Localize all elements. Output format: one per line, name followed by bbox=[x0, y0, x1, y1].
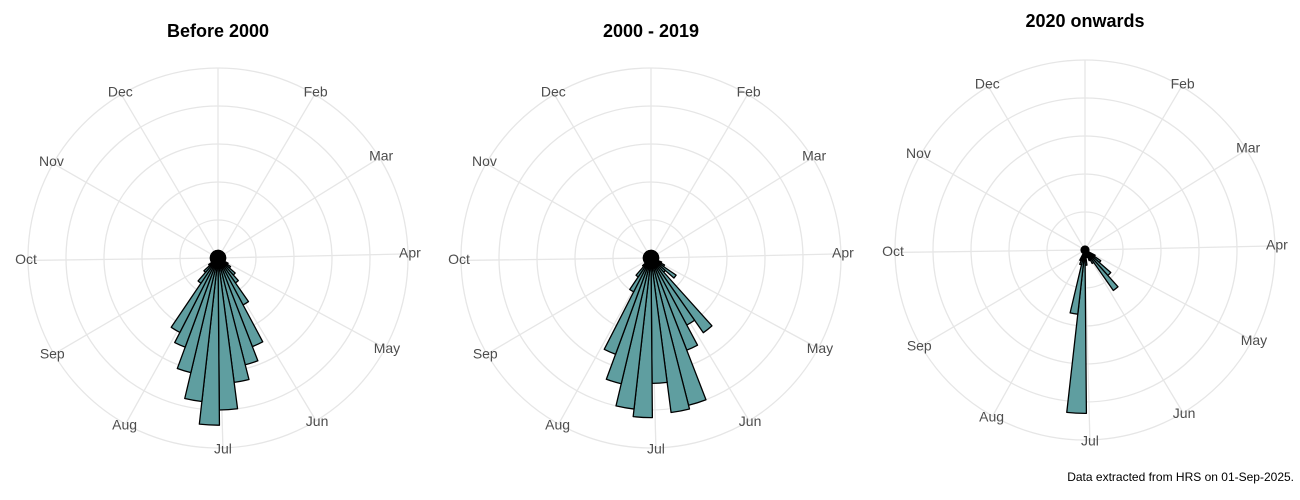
grid-spoke bbox=[217, 157, 380, 259]
x-tick-label: Aug bbox=[545, 416, 570, 432]
chart-title: Before 2000 bbox=[167, 21, 269, 41]
x-tick-label: Sep bbox=[40, 346, 65, 362]
bar bbox=[1083, 245, 1086, 251]
grid-spoke bbox=[485, 162, 652, 259]
grid-spoke bbox=[1084, 149, 1247, 251]
grid-spoke bbox=[650, 94, 749, 259]
x-tick-label: Dec bbox=[108, 83, 133, 99]
bar bbox=[1069, 249, 1086, 315]
grid-spoke bbox=[553, 94, 652, 259]
chart-title: 2020 onwards bbox=[1025, 11, 1144, 31]
bar bbox=[650, 257, 713, 334]
bar bbox=[649, 249, 652, 259]
x-tick-label: Nov bbox=[472, 153, 497, 169]
x-tick-label: Feb bbox=[737, 83, 761, 99]
x-tick-label: Jul bbox=[647, 441, 665, 457]
grid-spoke bbox=[987, 86, 1086, 251]
x-tick-label: Apr bbox=[832, 245, 854, 261]
x-tick-label: Aug bbox=[979, 408, 1004, 424]
x-tick-label: Mar bbox=[1236, 140, 1260, 156]
x-tick-label: Feb bbox=[1171, 75, 1195, 91]
x-tick-label: Jul bbox=[214, 441, 232, 457]
x-tick-label: Dec bbox=[541, 83, 566, 99]
x-tick-label: Apr bbox=[1266, 237, 1288, 253]
grid-spoke bbox=[28, 257, 219, 262]
bar bbox=[170, 257, 219, 334]
bar bbox=[1066, 249, 1088, 415]
x-tick-label: Sep bbox=[907, 338, 932, 354]
panel: 2020 onwards Feb Mar Apr May Jun Jul Aug Sep Oct N… bbox=[882, 11, 1288, 449]
grid-spoke bbox=[1084, 249, 1253, 341]
grid-spoke bbox=[217, 257, 386, 349]
x-tick-label: Oct bbox=[15, 251, 37, 267]
grid-spoke bbox=[920, 249, 1086, 347]
grid-spoke bbox=[217, 94, 316, 259]
x-tick-label: Sep bbox=[473, 346, 498, 362]
grid-spoke bbox=[895, 249, 1086, 254]
chart-title: 2000 - 2019 bbox=[603, 21, 699, 41]
grid-spoke bbox=[650, 253, 841, 259]
x-tick-label: Dec bbox=[975, 75, 1000, 91]
grid-spoke bbox=[650, 157, 813, 259]
x-tick-label: May bbox=[807, 340, 833, 356]
x-tick-label: Mar bbox=[369, 148, 393, 164]
grid-spoke bbox=[650, 257, 819, 349]
x-tick-label: Aug bbox=[112, 416, 137, 432]
grid-spoke bbox=[919, 154, 1086, 251]
x-tick-label: Mar bbox=[802, 148, 826, 164]
bar bbox=[650, 257, 691, 414]
x-tick-label: Jul bbox=[1081, 433, 1099, 449]
x-tick-label: Jun bbox=[306, 413, 329, 429]
x-tick-label: Feb bbox=[304, 83, 328, 99]
panel: 2000 - 2019 Feb Mar Apr May Jun Jul Aug Sep Oct No… bbox=[448, 21, 854, 457]
x-tick-label: Oct bbox=[882, 243, 904, 259]
panel: Before 2000 Feb Mar Apr May Jun Jul Aug Sep Oct No… bbox=[15, 21, 421, 457]
x-tick-label: Nov bbox=[906, 145, 931, 161]
x-tick-label: Jun bbox=[739, 413, 762, 429]
grid-spoke bbox=[1084, 249, 1184, 414]
x-tick-label: Nov bbox=[39, 153, 64, 169]
x-tick-label: Apr bbox=[399, 245, 421, 261]
x-tick-label: May bbox=[374, 340, 400, 356]
grid-spoke bbox=[53, 257, 219, 355]
grid-spoke bbox=[217, 253, 408, 259]
x-tick-label: Oct bbox=[448, 251, 470, 267]
grid-spoke bbox=[486, 257, 652, 355]
bar bbox=[216, 249, 219, 259]
x-tick-label: May bbox=[1241, 332, 1267, 348]
grid-spoke bbox=[120, 94, 219, 259]
grid-spoke bbox=[461, 257, 652, 262]
caption: Data extracted from HRS on 01-Sep-2025. bbox=[1067, 470, 1294, 484]
grid-spoke bbox=[992, 249, 1086, 417]
grid-spoke bbox=[1084, 245, 1275, 251]
grid-spoke bbox=[52, 162, 219, 259]
bar bbox=[1084, 249, 1119, 292]
x-tick-label: Jun bbox=[1173, 405, 1196, 421]
grid-spoke bbox=[1084, 86, 1183, 251]
